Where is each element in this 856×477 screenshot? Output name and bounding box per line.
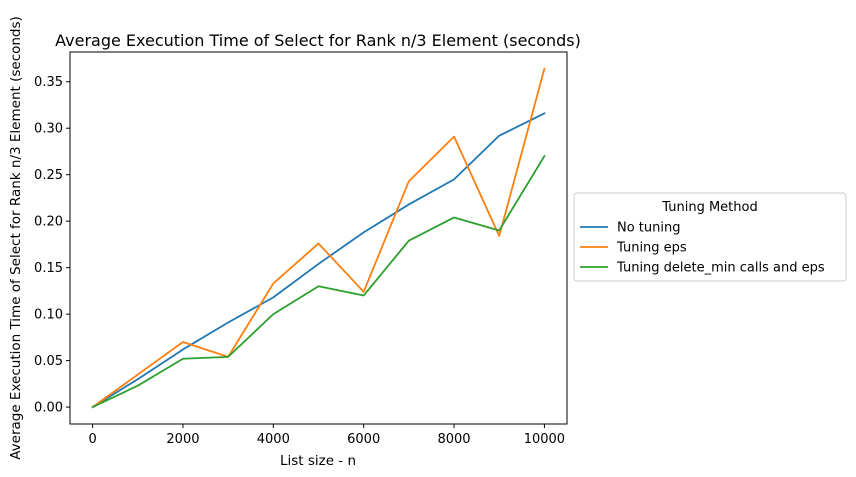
x-tick-label: 10000 xyxy=(524,432,565,447)
plot-frame xyxy=(69,51,568,425)
series-line-1 xyxy=(91,112,546,409)
legend-label-1: No tuning xyxy=(617,221,681,236)
x-tick-label: 0 xyxy=(88,432,96,447)
plot-area xyxy=(91,67,546,409)
y-tick-label: 0.25 xyxy=(34,168,63,183)
series-line-2 xyxy=(91,67,546,409)
x-tick-label: 8000 xyxy=(437,432,470,447)
x-axis-label: List size - n xyxy=(280,453,356,469)
x-tick-label: 6000 xyxy=(347,432,380,447)
x-tick-label: 4000 xyxy=(257,432,290,447)
x-tick-label: 2000 xyxy=(166,432,199,447)
y-tick-label: 0.35 xyxy=(34,75,63,90)
legend-title: Tuning Method xyxy=(661,200,757,215)
y-tick-label: 0.15 xyxy=(34,261,63,276)
chart-title: Average Execution Time of Select for Ran… xyxy=(55,31,581,50)
y-axis-label: Average Execution Time of Select for Ran… xyxy=(8,16,24,460)
legend-label-2: Tuning eps xyxy=(616,241,687,256)
y-tick-label: 0.20 xyxy=(34,215,63,230)
y-tick-label: 0.30 xyxy=(34,122,63,137)
legend-label-3: Tuning delete_min calls and eps xyxy=(616,261,825,276)
legend: Tuning Method No tuning Tuning eps Tuning … xyxy=(573,192,847,282)
series-line-3 xyxy=(91,154,546,409)
legend-frame xyxy=(573,192,847,282)
y-tick-label: 0.05 xyxy=(34,354,63,369)
y-tick-label: 0.10 xyxy=(34,308,63,323)
y-tick-label: 0.00 xyxy=(34,401,63,416)
